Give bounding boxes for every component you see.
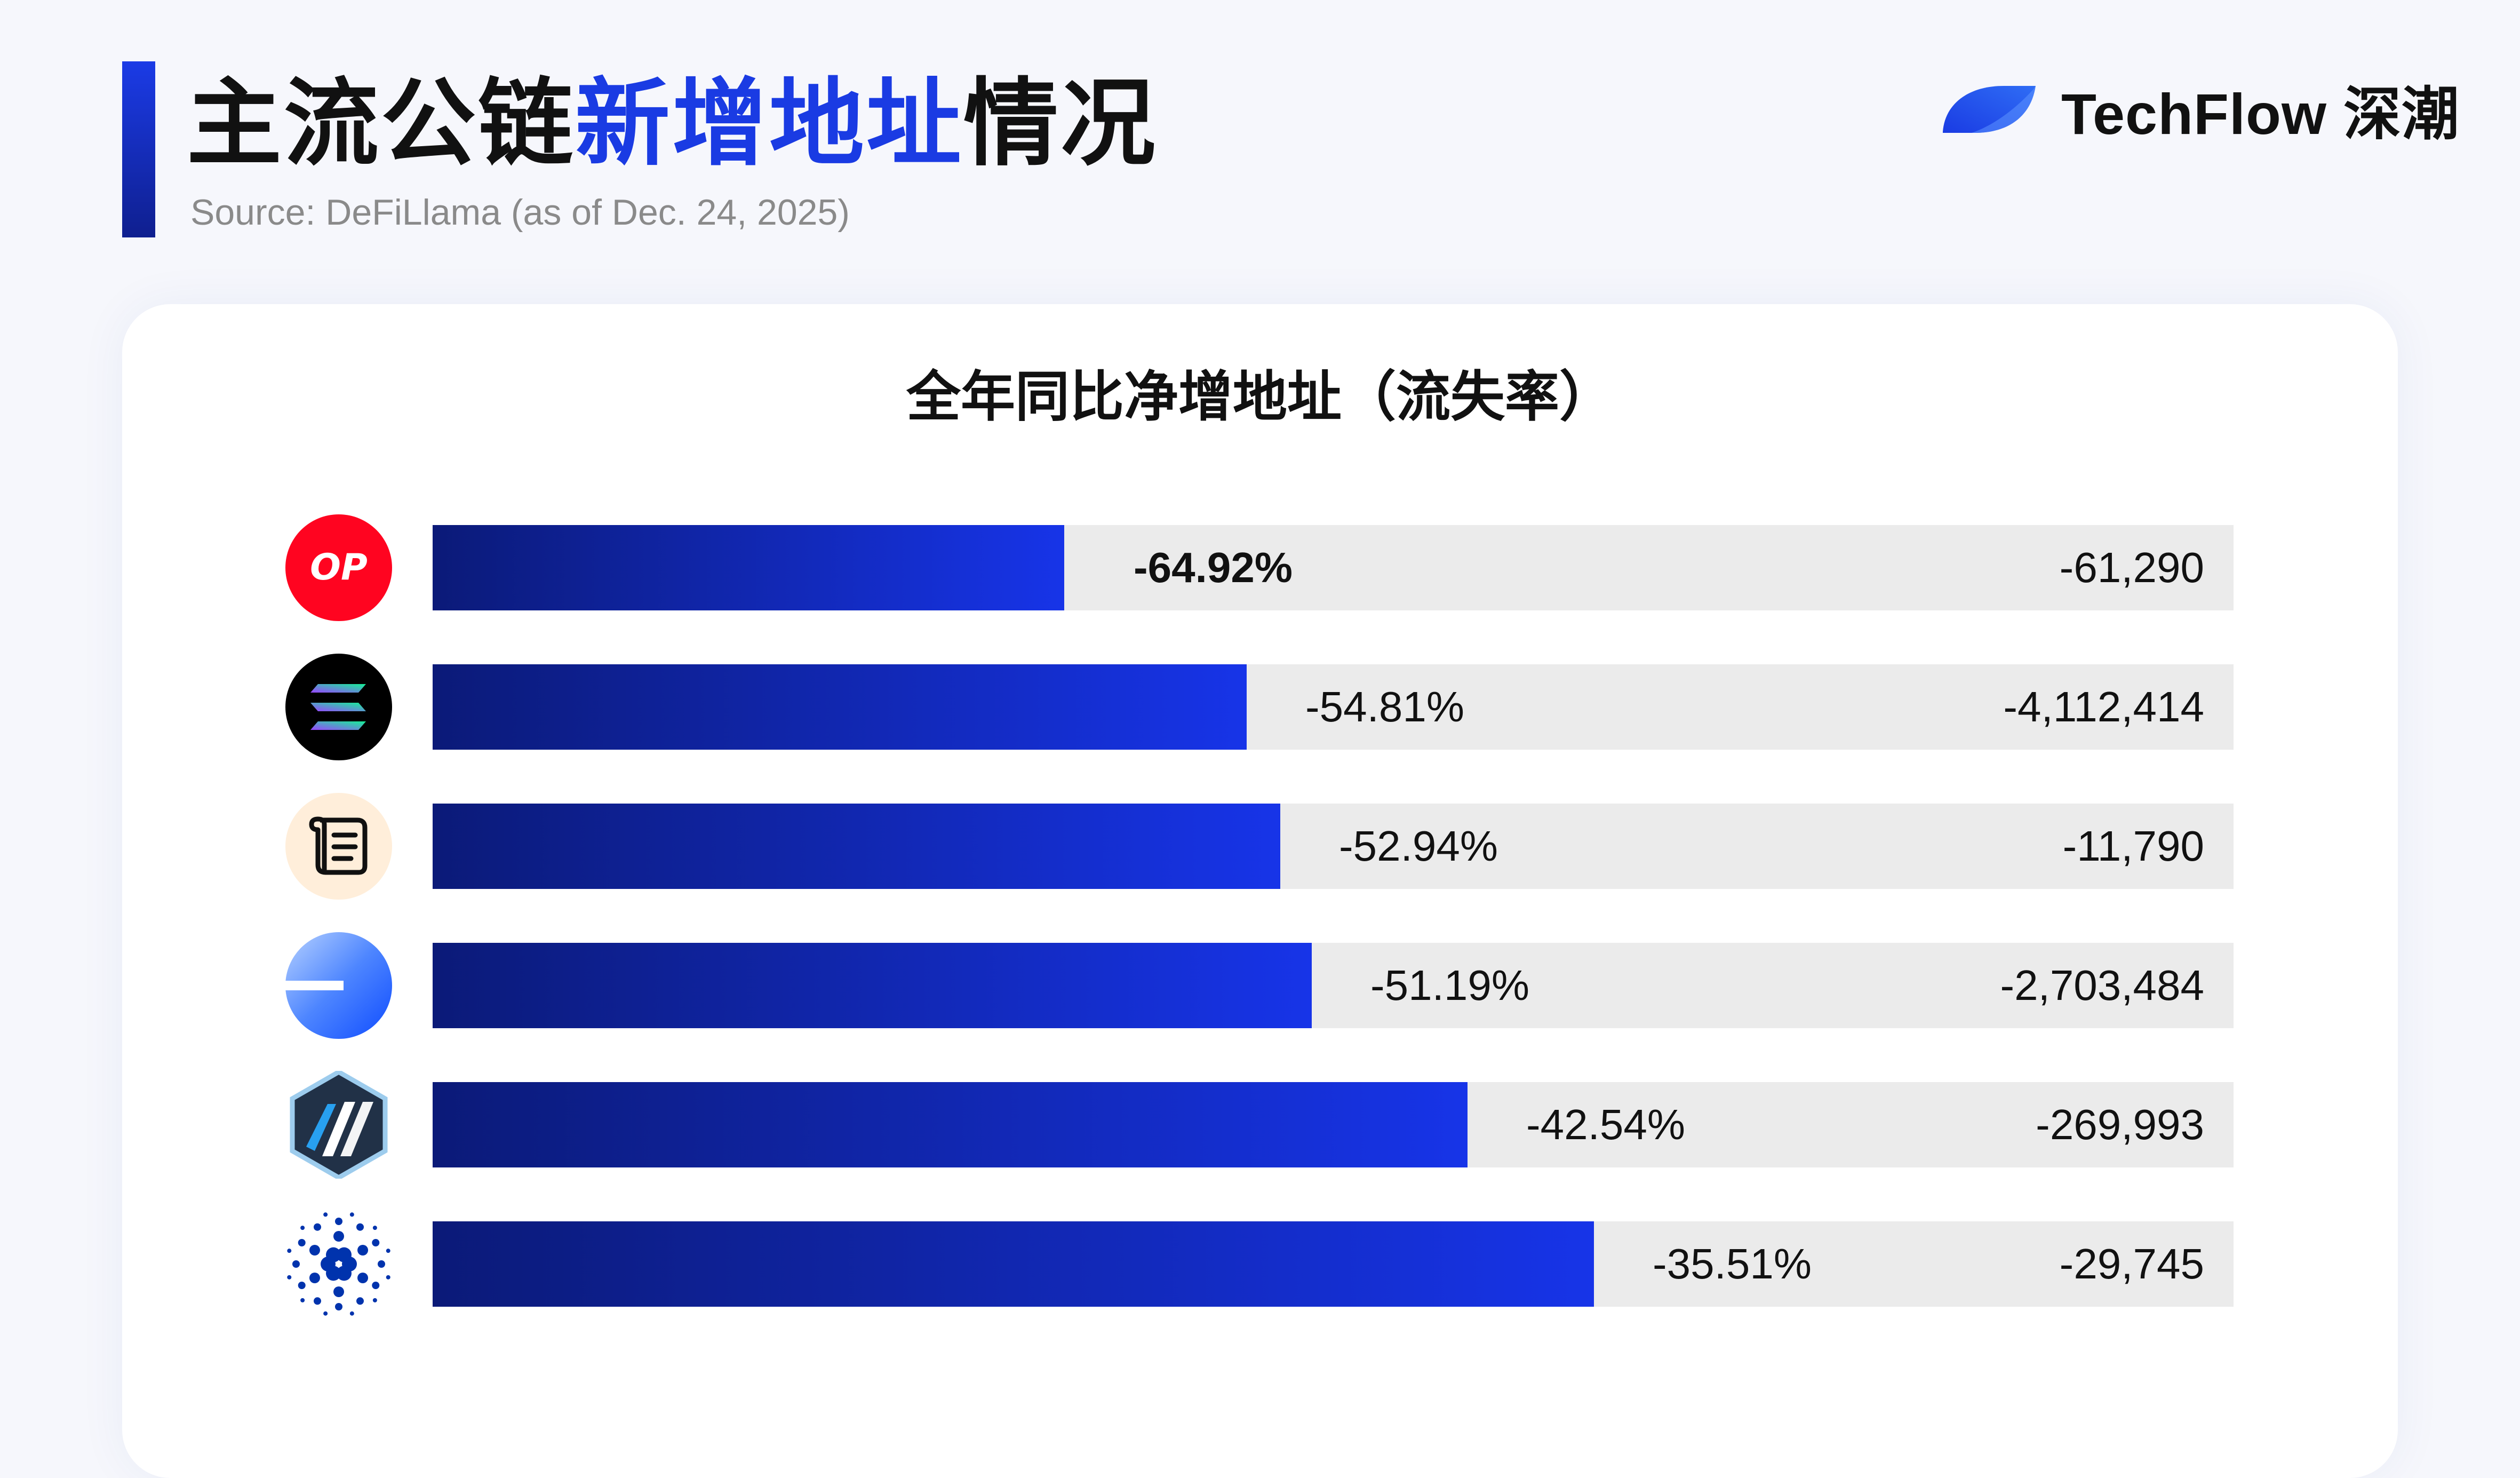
page-title: 主流公链新增地址情况 [187,60,1158,188]
count-label: -11,790 [2062,822,2204,870]
base-icon [285,932,393,1039]
cardano-icon [285,1210,393,1318]
percent-label: -54.81% [1305,683,1464,730]
percent-label: -64.92% [1134,544,1293,591]
title-accent-bar [122,61,155,237]
solana-icon [285,653,393,761]
title-part2: 情况 [963,68,1158,179]
bar [433,664,1247,750]
techflow-logo-icon [1943,86,2036,133]
percent-label: -35.51% [1653,1240,1812,1288]
bar [433,1221,1594,1307]
brand-logo: TechFlow 深潮 [1940,75,2460,146]
bar [433,943,1312,1028]
brand-name: TechFlow 深潮 [2061,82,2460,146]
title-part1: 主流公链 [187,68,575,179]
arbitrum-icon [285,1071,393,1179]
percent-label: -42.54% [1526,1101,1685,1148]
optimism-icon: OP [285,514,393,622]
count-label: -29,745 [2059,1240,2204,1288]
title-highlight: 新增地址 [575,68,963,179]
percent-label: -52.94% [1339,822,1498,870]
count-label: -4,112,414 [2003,683,2204,730]
chart-title: 全年同比净增地址（流失率） [906,365,1614,429]
bar [433,804,1280,889]
bar [433,525,1064,610]
count-label: -269,993 [2036,1101,2204,1148]
optimism-icon-text: OP [310,546,368,589]
count-label: -61,290 [2059,544,2204,591]
bar [433,1082,1468,1167]
count-label: -2,703,484 [2000,962,2204,1009]
scroll-icon [285,792,393,900]
source-note: Source: DeFiLlama (as of Dec. 24, 2025) [190,192,850,233]
percent-label: -51.19% [1370,962,1529,1009]
